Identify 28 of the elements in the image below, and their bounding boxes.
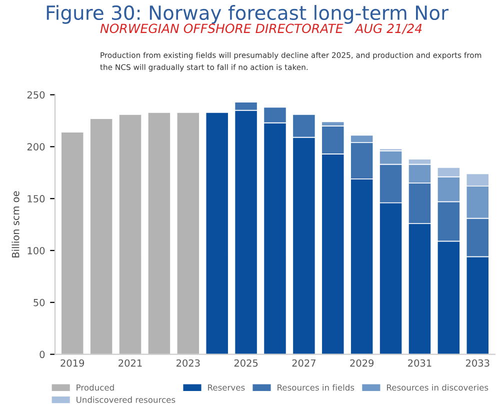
x-tick-label: 2029 (350, 359, 374, 367)
legend-label: Resources in fields (278, 384, 354, 391)
bar (90, 118, 114, 354)
y-tick-label: 100 (28, 246, 45, 254)
chart-title: Figure 30: Norway forecast long-term Nor (46, 5, 449, 24)
x-tick-label: 2019 (60, 359, 84, 367)
y-axis-title: Billion scm oe (12, 191, 20, 258)
y-tick-label: 50 (34, 298, 45, 306)
bar (205, 112, 229, 354)
legend-label: Resources in discoveries (387, 384, 488, 391)
legend-label: Undiscovered resources (76, 396, 176, 403)
y-tick-label: 250 (27, 91, 45, 99)
x-tick-label: 2033 (466, 359, 490, 367)
x-tick-label: 2025 (234, 359, 258, 367)
y-tick-label: 0 (40, 350, 45, 358)
x-tick-label: 2021 (118, 359, 142, 367)
legend-label: Produced (76, 384, 114, 391)
bar (118, 114, 142, 354)
x-tick-label: 2027 (292, 359, 316, 367)
y-tick-label: 150 (28, 195, 45, 202)
bar (60, 132, 84, 354)
bar (176, 112, 200, 354)
bar (148, 112, 171, 354)
x-tick-label: 2023 (176, 359, 200, 367)
y-tick-label: 200 (27, 143, 45, 151)
legend-label: Reserves (208, 384, 245, 391)
text: NORWEGIAN OFFSHORE DIRECTORATE AUG 21/24 (100, 24, 422, 34)
x-tick-label: 2031 (408, 359, 432, 367)
